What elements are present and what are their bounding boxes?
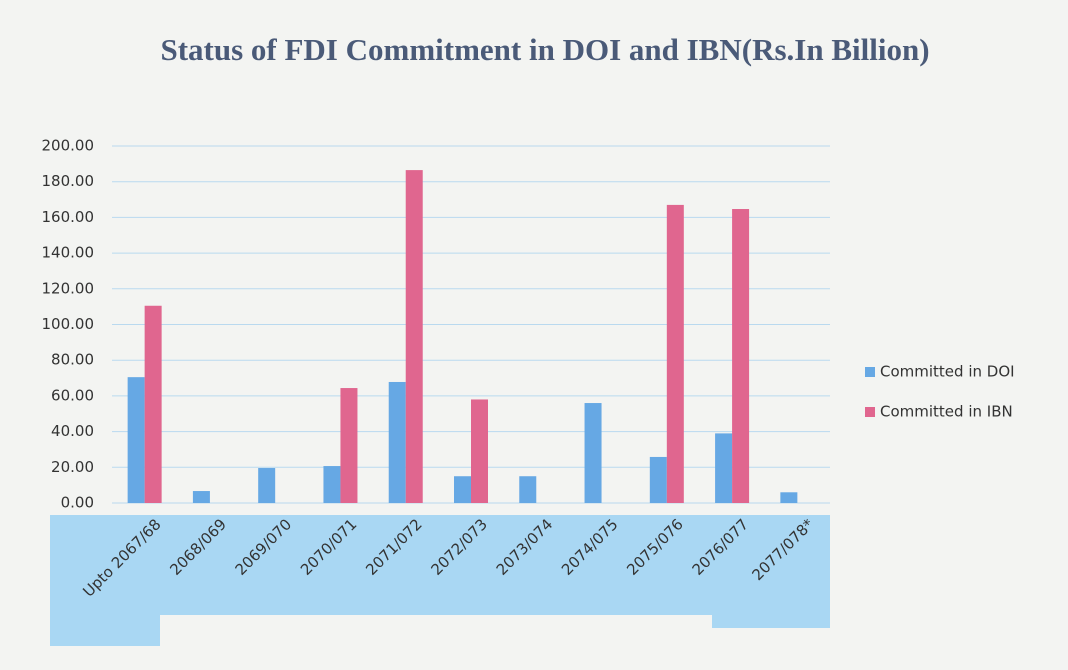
y-tick-label: 200.00 — [42, 137, 95, 155]
bar — [144, 305, 162, 503]
legend-label: Committed in DOI — [880, 363, 1015, 381]
y-tick-label: 60.00 — [51, 386, 94, 404]
bar — [471, 399, 488, 503]
y-tick-label: 40.00 — [51, 422, 94, 440]
y-tick-label: 160.00 — [42, 208, 95, 226]
label-band — [50, 515, 830, 615]
bar — [584, 403, 602, 503]
bar — [780, 492, 798, 503]
y-tick-label: 20.00 — [51, 458, 94, 476]
bar — [388, 381, 406, 503]
bar — [519, 476, 537, 503]
bar — [454, 476, 471, 503]
bar — [649, 456, 667, 503]
bar — [258, 468, 276, 503]
y-tick-label: 120.00 — [42, 279, 95, 297]
bar — [323, 466, 341, 503]
bar — [340, 388, 358, 503]
bar — [732, 209, 750, 503]
label-band — [50, 610, 160, 646]
bar — [127, 377, 145, 503]
chart-title: Status of FDI Commitment in DOI and IBN(… — [160, 32, 930, 67]
legend-label: Committed in IBN — [880, 403, 1013, 421]
bar — [715, 433, 733, 503]
y-tick-label: 0.00 — [61, 494, 94, 512]
bar — [192, 491, 210, 503]
legend-swatch — [865, 367, 875, 377]
label-band — [712, 610, 830, 628]
y-tick-label: 100.00 — [42, 315, 95, 333]
y-tick-label: 180.00 — [42, 172, 95, 190]
y-tick-label: 140.00 — [42, 244, 95, 262]
bar — [405, 170, 423, 503]
legend-swatch — [865, 407, 875, 417]
bar — [666, 204, 684, 503]
y-tick-label: 80.00 — [51, 351, 94, 369]
